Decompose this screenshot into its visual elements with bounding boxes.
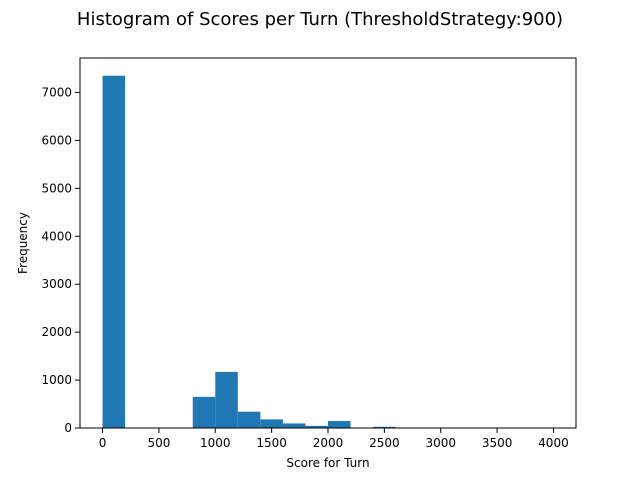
histogram-bar: [260, 419, 283, 428]
x-tick-label: 4000: [538, 436, 569, 450]
histogram-bar: [282, 423, 306, 428]
x-tick-label: 3000: [425, 436, 456, 450]
histogram-bar: [328, 421, 351, 428]
y-tick-label: 3000: [41, 277, 72, 291]
histogram-bar: [192, 396, 216, 428]
histogram-bar: [102, 75, 126, 429]
y-tick-label: 6000: [41, 133, 72, 147]
y-tick-label: 4000: [41, 229, 72, 243]
x-tick-label: 0: [99, 436, 107, 450]
y-axis-label: Frequency: [16, 212, 30, 274]
chart-title: Histogram of Scores per Turn (ThresholdS…: [77, 9, 563, 30]
y-tick-label: 5000: [41, 181, 72, 195]
y-tick-label: 2000: [41, 325, 72, 339]
plot-frame: [79, 57, 577, 429]
histogram-bar: [237, 411, 261, 428]
y-tick-label: 1000: [41, 373, 72, 387]
x-tick-label: 500: [147, 436, 170, 450]
bars-layer: [102, 75, 554, 429]
x-tick-label: 2500: [369, 436, 400, 450]
x-tick-label: 3500: [482, 436, 513, 450]
y-tick-label: 7000: [41, 86, 72, 100]
histogram-bar: [215, 371, 238, 428]
ticks-layer: 0 500 1000 1500 2000 2500 3000 3500 4000 0 1000 200…: [41, 86, 568, 450]
x-tick-label: 1500: [256, 436, 287, 450]
histogram-bar: [373, 426, 396, 428]
x-axis-label: Score for Turn: [286, 456, 369, 470]
y-tick-label: 0: [64, 421, 72, 435]
x-tick-label: 1000: [200, 436, 231, 450]
histogram-bar: [305, 425, 328, 428]
x-tick-label: 2000: [313, 436, 344, 450]
